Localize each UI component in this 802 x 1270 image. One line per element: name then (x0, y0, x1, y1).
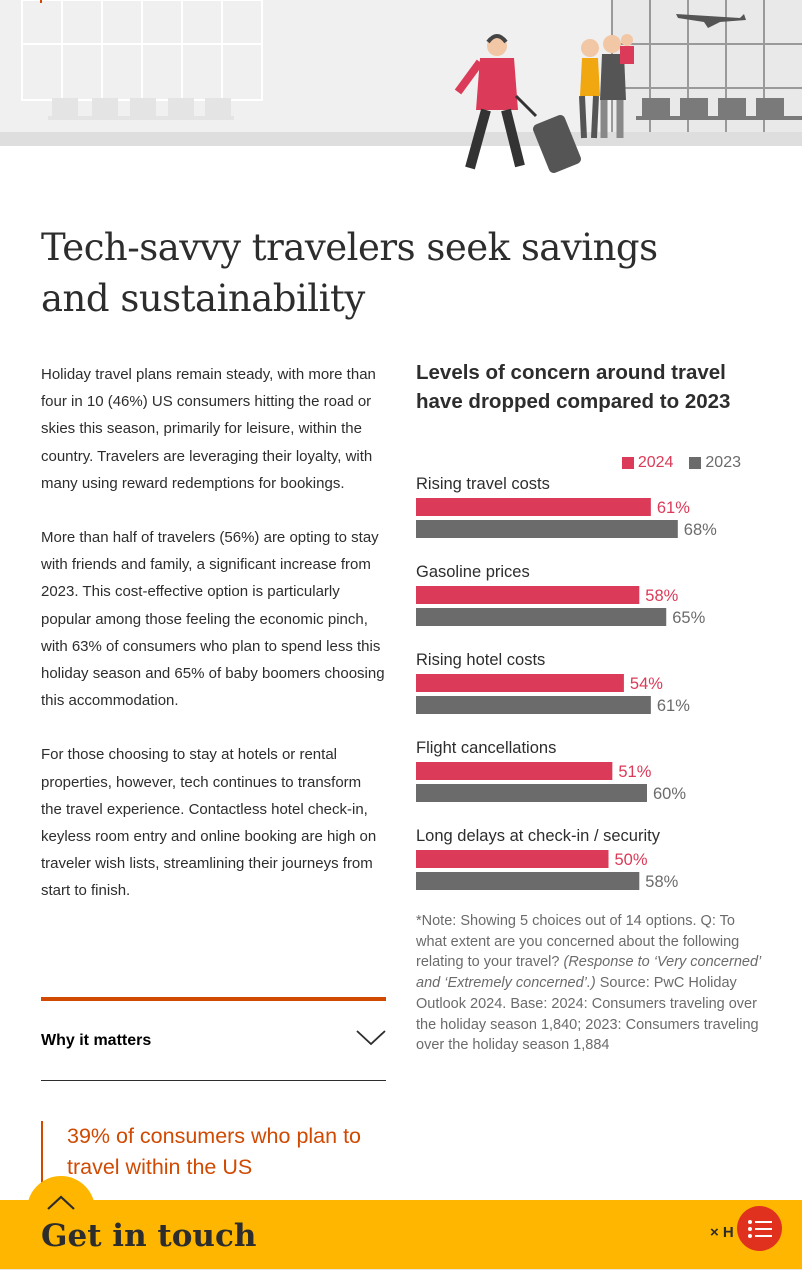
legend-swatch-2023 (689, 457, 702, 469)
page-title: Tech-savvy travelers seek savings and su… (41, 226, 658, 320)
bar-2024 (416, 674, 624, 692)
category-label: Long delays at check-in / security (416, 827, 661, 845)
bar-2024 (416, 586, 640, 604)
bar-2024 (416, 498, 651, 516)
bar-2023 (416, 520, 678, 538)
legend-label-2024: 2024 (637, 454, 674, 471)
hide-button[interactable]: × H (710, 1224, 734, 1241)
bar-2024 (416, 762, 613, 780)
bar-2023 (416, 608, 667, 626)
concern-chart: Levels of concern around travel have dro… (416, 358, 761, 891)
bar-2023 (416, 872, 640, 890)
bar-2023 (416, 784, 647, 802)
category-label: Rising hotel costs (416, 651, 545, 669)
chart-note-text: *Note: Showing 5 choices out of 14 optio… (416, 913, 740, 971)
chart-plot: Rising travel costs 61% 68% Gasoline prices… (416, 475, 717, 891)
bar-2024 (416, 850, 609, 868)
paragraph: Holiday travel plans remain steady, with… (41, 366, 376, 492)
data-label: 50% (615, 851, 648, 869)
paragraph: For those choosing to stay at hotels or … (41, 746, 377, 900)
chart-title: Levels of concern around travel have dro… (416, 361, 731, 413)
chart-source-text: Source: PwC Holiday Outlook 2024. Base: … (416, 975, 759, 1054)
data-label: 61% (657, 697, 690, 715)
chart-legend: 2024 2023 (621, 454, 741, 472)
bar-2023 (416, 696, 651, 714)
chevron-down-icon (356, 1029, 386, 1052)
scroll-to-top-button[interactable] (27, 1176, 95, 1244)
data-label: 51% (618, 763, 651, 781)
legend-item-2023: 2023 (689, 454, 741, 472)
pull-quote-text: 39% of consumers who plan to travel with… (67, 1124, 361, 1179)
data-label: 58% (645, 873, 678, 891)
why-it-matters-label: Why it matters (41, 1031, 152, 1049)
list-icon (747, 1219, 772, 1238)
get-in-touch-bar[interactable] (0, 1200, 802, 1270)
pull-quote: 39% of consumers who plan to travel with… (41, 1121, 386, 1211)
category-label: Gasoline prices (416, 563, 530, 581)
category-label: Flight cancellations (416, 739, 556, 757)
paragraph: More than half of travelers (56%) are op… (41, 529, 385, 710)
category-label: Rising travel costs (416, 475, 550, 493)
chart-note: *Note: Showing 5 choices out of 14 optio… (416, 911, 761, 1056)
data-label: 60% (653, 785, 686, 803)
table-of-contents-button[interactable] (737, 1206, 782, 1251)
data-label: 61% (657, 499, 690, 517)
data-label: 54% (630, 675, 663, 693)
data-label: 65% (672, 609, 705, 627)
article-body: Holiday travel plans remain steady, with… (41, 361, 386, 932)
hero-illustration (0, 0, 802, 190)
legend-label-2023: 2023 (705, 454, 741, 471)
data-label: 58% (645, 587, 678, 605)
why-it-matters-accordion[interactable]: Why it matters (41, 997, 386, 1081)
legend-item-2024: 2024 (621, 454, 674, 472)
chart-note-italic: (Response to ‘Very concerned’ and ‘Extre… (416, 954, 761, 992)
legend-swatch-2024 (621, 457, 634, 469)
get-in-touch-title[interactable]: Get in touch (41, 1218, 257, 1254)
data-label: 68% (684, 521, 717, 539)
chevron-up-icon (47, 1195, 75, 1210)
